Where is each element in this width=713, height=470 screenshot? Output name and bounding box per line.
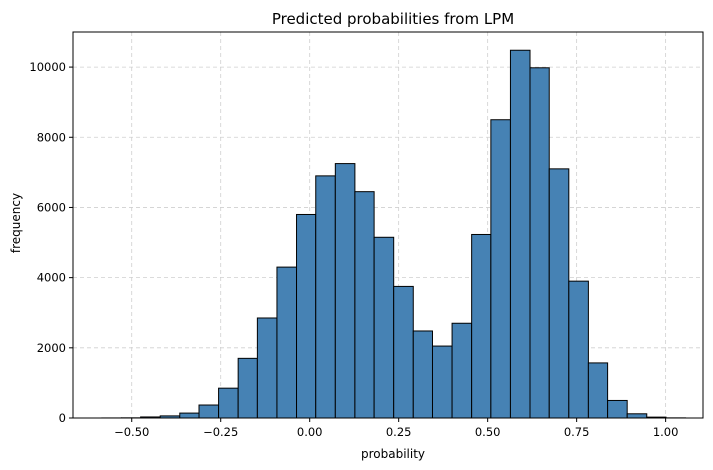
histogram-bar — [198, 404, 220, 419]
y-tick-label: 0 — [59, 411, 66, 425]
chart-title: Predicted probabilities from LPM — [272, 10, 514, 28]
x-tick-label: 0.75 — [564, 425, 590, 439]
y-tick-label: 6000 — [37, 200, 66, 214]
histogram-bar — [431, 345, 453, 419]
x-tick-label: 0.00 — [297, 425, 323, 439]
histogram-bar — [587, 362, 609, 419]
histogram-bar — [529, 67, 550, 419]
histogram-bar — [256, 317, 278, 419]
histogram-bar — [451, 322, 473, 419]
histogram-bar — [315, 175, 336, 419]
histogram-bar — [179, 412, 200, 419]
histogram-bar — [276, 266, 298, 419]
histogram-bar — [412, 330, 433, 419]
plot-frame — [72, 31, 704, 419]
y-tick-label: 4000 — [37, 271, 66, 285]
tick-layer: −0.50 −0.25 0.00 0.25 0.50 0.75 1.00 0 2000 4000 6… — [29, 60, 678, 439]
histogram-bar — [373, 236, 395, 419]
histogram-bar — [509, 49, 531, 419]
histogram-bar — [393, 285, 414, 419]
y-tick-label: 10000 — [29, 60, 66, 74]
bar-layer — [101, 49, 687, 419]
x-tick-label: −0.25 — [203, 425, 238, 439]
histogram-bar — [490, 119, 511, 419]
x-tick-label: 0.50 — [475, 425, 501, 439]
histogram-bar — [568, 280, 589, 419]
x-axis-label: probability — [361, 447, 425, 461]
histogram-bar — [334, 163, 356, 419]
histogram-bar — [471, 233, 492, 419]
histogram-bar — [354, 191, 375, 419]
y-axis-label: frequency — [9, 193, 23, 253]
histogram-bar — [607, 399, 628, 419]
histogram-bar — [296, 213, 317, 419]
x-tick-label: 1.00 — [653, 425, 679, 439]
y-tick-label: 2000 — [37, 341, 66, 355]
x-tick-label: 0.25 — [386, 425, 412, 439]
histogram-bar — [548, 168, 570, 419]
y-tick-label: 8000 — [37, 130, 66, 144]
histogram-bar — [218, 387, 239, 419]
histogram-bar — [626, 413, 648, 419]
x-tick-label: −0.50 — [114, 425, 149, 439]
histogram-bar — [237, 357, 258, 419]
